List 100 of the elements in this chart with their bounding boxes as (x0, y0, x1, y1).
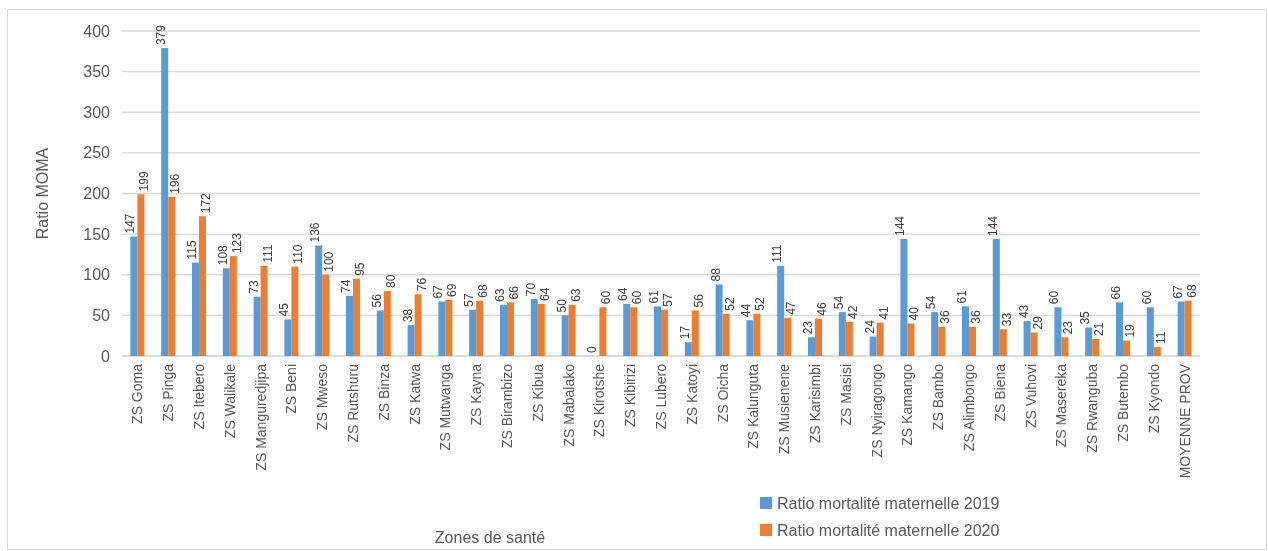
data-label: 52 (722, 297, 737, 311)
data-label: 108 (215, 244, 230, 266)
data-label: 136 (308, 222, 323, 243)
bar (199, 216, 206, 356)
bar (161, 48, 169, 356)
y-tick-label: 350 (83, 63, 111, 81)
data-label: 46 (815, 301, 829, 316)
legend-label: Ratio mortalité maternelle 2019 (777, 494, 1000, 512)
bar (1153, 347, 1161, 356)
data-label: 144 (893, 215, 908, 236)
bar (753, 313, 761, 356)
bar (931, 312, 939, 356)
bar (229, 256, 237, 356)
bar (876, 322, 884, 356)
x-tick-label: ZS Beni (283, 364, 300, 414)
y-tick-label: 400 (83, 22, 111, 40)
data-label: 54 (831, 295, 846, 310)
bar (654, 306, 661, 356)
data-label: 69 (445, 283, 460, 297)
data-label: 41 (876, 306, 891, 320)
bar (192, 262, 199, 356)
data-label: 115 (185, 240, 199, 260)
data-label: 29 (1030, 315, 1045, 330)
data-label: 73 (246, 280, 261, 294)
x-tick-label: ZS Walikale (221, 363, 238, 439)
x-tick-label: ZS Biena (991, 363, 1008, 422)
bar (1123, 340, 1130, 356)
data-label: 111 (260, 244, 275, 263)
bar (938, 326, 946, 356)
x-tick-label: ZS Nyiragongo (868, 363, 885, 458)
bar (777, 265, 785, 356)
data-label: 61 (955, 289, 969, 304)
bar (1092, 338, 1100, 356)
data-label: 42 (845, 305, 860, 319)
data-label: 36 (969, 310, 983, 324)
x-tick-label: ZS Mabalako (560, 363, 577, 447)
data-label: 199 (137, 170, 152, 192)
y-tick-label: 50 (92, 306, 111, 324)
bar (869, 336, 877, 356)
data-label: 52 (753, 297, 768, 311)
data-label: 95 (353, 262, 367, 276)
data-label: 17 (677, 325, 692, 340)
data-label: 36 (938, 310, 953, 324)
bar (962, 306, 969, 356)
data-label: 21 (1092, 322, 1107, 336)
x-axis-title: Zones de santé (434, 528, 546, 546)
data-label: 38 (400, 308, 415, 323)
x-tick-label: ZS Alimbongo (961, 363, 977, 452)
bar (661, 309, 668, 356)
data-label: 60 (1139, 290, 1154, 305)
y-tick-label: 200 (83, 185, 111, 202)
x-tick-label: ZS Vuhovi (1022, 364, 1039, 429)
bar (315, 245, 323, 356)
bar (414, 294, 422, 356)
bar (784, 317, 792, 356)
bar (722, 313, 730, 356)
y-tick-label: 300 (83, 103, 111, 121)
data-label: 64 (616, 287, 631, 301)
data-label: 40 (907, 306, 922, 321)
x-tick-label: ZS Katwa (406, 363, 423, 425)
x-tick-label: ZS Itebero (191, 363, 207, 430)
x-tick-label: ZS Bambo (930, 363, 947, 431)
data-label: 67 (431, 284, 446, 299)
bar (838, 312, 846, 356)
bar (969, 326, 976, 356)
bar (623, 304, 631, 356)
bar (1023, 321, 1031, 356)
x-tick-label: ZS Kibirizi (622, 364, 639, 428)
x-tick-label: ZS Kibua (529, 363, 546, 422)
data-label: 144 (985, 215, 1000, 236)
bar (992, 239, 1000, 356)
y-tick-label: 250 (83, 144, 111, 162)
bar (715, 284, 723, 356)
bar (537, 304, 545, 356)
bar (137, 194, 145, 356)
bar (746, 320, 754, 356)
bar (530, 299, 538, 356)
legend-label: Ratio mortalité maternelle 2020 (777, 521, 1000, 539)
data-label: 64 (537, 287, 552, 301)
x-tick-label: ZS Rutshuru (345, 364, 361, 443)
x-tick-label: ZS Butembo (1115, 363, 1131, 442)
data-label: 100 (322, 251, 337, 272)
y-tick-label: 0 (101, 347, 111, 365)
data-label: 54 (924, 295, 939, 310)
x-tick-label: ZS Mutwanga (437, 363, 454, 451)
data-label: 379 (154, 24, 169, 46)
bar (476, 300, 484, 356)
bar (1061, 337, 1069, 356)
bar (684, 342, 692, 356)
bar (1146, 307, 1154, 356)
data-label: 45 (277, 302, 292, 317)
bar (999, 329, 1007, 356)
data-label: 60 (1047, 290, 1062, 305)
data-label: 88 (708, 267, 723, 282)
data-label: 57 (462, 293, 477, 307)
bar (561, 315, 569, 356)
data-label: 47 (784, 301, 799, 315)
bar (260, 265, 268, 356)
data-label: 19 (1123, 323, 1137, 338)
bar (383, 291, 391, 356)
